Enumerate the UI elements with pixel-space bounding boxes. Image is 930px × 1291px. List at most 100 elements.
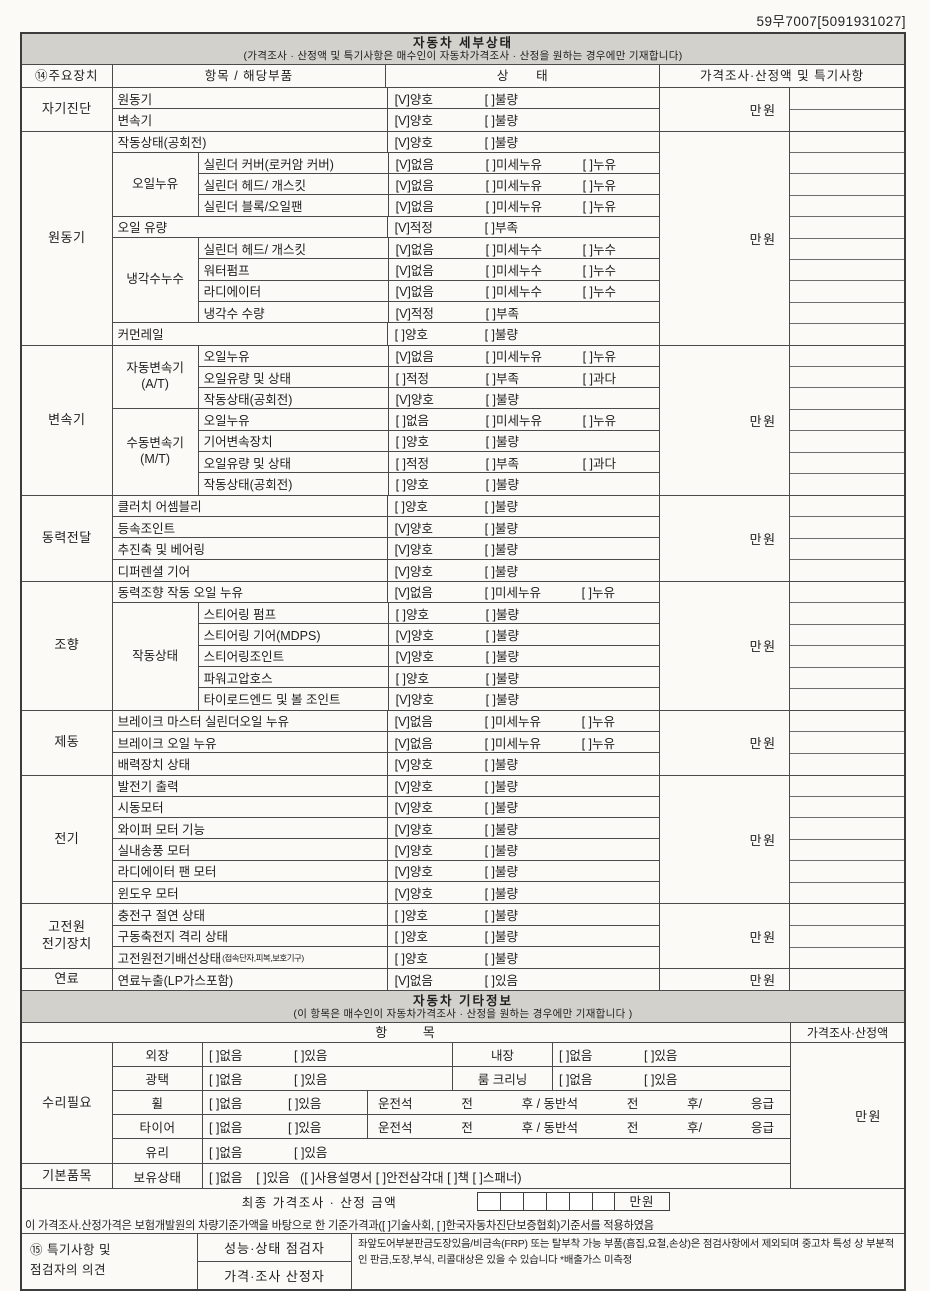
state-cell: [V]적정 [ ]부족: [389, 302, 659, 322]
notes-cell: [789, 174, 905, 196]
part-label: 브레이크 마스터 실린더오일 누유: [113, 710, 388, 731]
checkbox-option: [ ]부족: [484, 221, 519, 236]
seat-label: 응급: [750, 1097, 774, 1112]
table-row: 실린더 커버(로커암 커버) [V]없음 [ ]미세누유 [ ]누유: [198, 152, 660, 175]
table-row: 브레이크 오일 누유 [V]없음 [ ]미세누유 [ ]누유: [112, 731, 660, 754]
notes-column: [788, 710, 905, 775]
header-major-device: ⑭주요장치: [35, 69, 99, 83]
group-label: 자동변속기 (A/T): [112, 346, 198, 410]
state-cell: [V]적정 [ ]부족: [388, 217, 659, 237]
section-rows: 연료누출(LP가스포함) [V]없음 [ ]있음: [111, 969, 659, 991]
state-cell: [V]양호 [ ]불량: [389, 388, 659, 408]
state-cell: [V]없음 [ ]미세누유 [ ]누유: [388, 732, 659, 752]
table-row: 오일누유 [V]없음 [ ]미세누유 [ ]누유: [198, 345, 660, 367]
header-price-notes: 가격조사·산정액 및 특기사항: [659, 65, 904, 87]
notes-cell: [789, 840, 905, 862]
checkbox-option: [ ]누유: [582, 414, 617, 429]
state-cell: [ ]양호 [ ]불량: [388, 926, 659, 946]
checkbox-option: [V]적정: [394, 221, 433, 236]
part-label: 커먼레일: [113, 323, 388, 345]
checkbox-option: [V]없음: [395, 285, 434, 300]
group-rows: 실린더 헤드/ 개스킷 [V]없음[ ]미세누수[ ]누수 워터펌프 [V]없음[ ]…: [197, 238, 660, 324]
notes-cell: [789, 711, 905, 733]
checkbox-option: [ ]양호: [395, 671, 430, 686]
part-label: 원동기: [113, 88, 388, 109]
state-cell: [V]양호 [ ]불량: [388, 517, 659, 537]
checkbox-option: [ ]양호: [395, 607, 430, 622]
section-rows: 브레이크 마스터 실린더오일 누유 [V]없음[ ]미세누유[ ]누유 브레이크 오…: [111, 710, 660, 775]
options-cell: [ ]없음 [ ]있음: [202, 1043, 452, 1067]
device-label: 조향: [54, 637, 80, 653]
main-table-title: 자동차 세부상태: [413, 36, 513, 50]
part-label: 오일유량 및 상태: [199, 366, 389, 388]
checkbox-option: [V]양호: [394, 780, 433, 795]
other-price-column: 가격조사·산정액 만원: [790, 1023, 904, 1189]
checkbox-option: [ ]불량: [485, 607, 520, 622]
checkbox-option: [ ]불량: [484, 521, 519, 536]
table-row: 작동상태(공회전) [ ]양호 [ ]불량: [199, 473, 659, 495]
price-amount-cell: 만원: [659, 88, 788, 131]
checkbox-option: [ ]누유: [582, 178, 617, 193]
checkbox-option: [ ]불량: [484, 758, 519, 773]
appraiser-label: 가격·조사 산정자: [224, 1269, 325, 1285]
state-cell: [V]없음 [ ]미세누유 [ ]누유: [388, 711, 659, 731]
part-label: 냉각수 수량: [199, 301, 389, 323]
device-section: 고전원 전기장치 충전구 절연 상태[ ]양호[ ]불량 구동축전지 격리 상태[ …: [22, 904, 905, 970]
part-label: 동력조향 작동 오일 누유: [113, 581, 388, 603]
part-label: 타이로드엔드 및 볼 조인트: [199, 688, 389, 710]
item-name: 광택: [112, 1067, 202, 1091]
checkbox-option: [ ]불량: [484, 564, 519, 579]
device-label: 고전원 전기장치: [41, 919, 92, 952]
checkbox-option: [ ]불량: [485, 392, 520, 407]
final-price-amount-boxes: [477, 1191, 615, 1211]
notes-cell: [789, 431, 905, 453]
price-amount-cell: 만원: [659, 969, 788, 991]
part-label: 오일 유량: [113, 216, 388, 238]
checkbox-option: [V]양호: [395, 650, 434, 665]
options-cell: [ ]없음 [ ]있음: [552, 1067, 790, 1091]
checkbox-option: [ ]불량: [484, 500, 519, 515]
amount-digit-box: [523, 1191, 546, 1211]
state-cell: [ ]양호 [ ]불량: [388, 496, 659, 516]
table-row: 실린더 헤드/ 개스킷 [V]없음 [ ]미세누수 [ ]누수: [198, 238, 660, 260]
seat-label: 응급: [750, 1121, 774, 1136]
device-section: 전기 발전기 출력 [V]양호[ ]불량 시동모터 [V]양호[ ]불량 와이퍼 모터 기…: [22, 775, 905, 905]
table-row: 구동축전지 격리 상태 [ ]양호 [ ]불량: [112, 925, 660, 947]
checkbox-option: [ ]있음: [294, 1073, 328, 1088]
checkbox-option: [ ]불량: [484, 865, 519, 880]
other-info-subtitle: (이 항목은 매수인이 자동차가격조사 · 산정을 원하는 경우에만 기재합니다…: [293, 1008, 633, 1021]
seat-label: 운전석: [378, 1121, 413, 1136]
checkbox-option: [ ]없음: [209, 1121, 243, 1136]
state-cell: [V]없음 [ ]미세누유 [ ]누유: [389, 195, 659, 215]
standards-note: 이 가격조사.산정가격은 보험개발원의 차량기준가액을 바탕으로 한 기준가격과…: [25, 1220, 654, 1233]
table-row: 실린더 헤드/ 개스킷 [V]없음 [ ]미세누유 [ ]누유: [198, 174, 660, 196]
part-label: 실린더 헤드/ 개스킷: [199, 174, 389, 195]
seat-label: 전: [626, 1097, 639, 1112]
table-row: 광택 [ ]없음 [ ]있음 룸 크리닝 [ ]없음 [ ]있음: [112, 1067, 790, 1092]
final-price-row: 최종 가격조사 · 산정 금액 만원: [22, 1189, 904, 1213]
table-row: 실내송풍 모터 [V]양호 [ ]불량: [112, 839, 660, 861]
part-label: 디퍼렌셜 기어: [113, 559, 388, 581]
signer-column: 성능·상태 점검자 가격·조사 산정자: [197, 1234, 352, 1290]
table-row: 타이로드엔드 및 볼 조인트 [V]양호 [ ]불량: [199, 688, 659, 710]
part-label: 클러치 어셈블리: [113, 495, 388, 516]
device-section: 원동기 작동상태(공회전) [V]양호[ ]불량 오일누유 실린더 커버(로커암 커버)…: [22, 131, 905, 346]
seat-label: 전: [461, 1097, 473, 1112]
state-cell: [V]양호 [ ]불량: [388, 538, 659, 558]
opinion-block: ⑮ 특기사항 및 점검자의 의견 성능·상태 점검자 가격·조사 산정자 좌앞도…: [22, 1233, 904, 1290]
checkbox-option: [ ]불량: [484, 908, 519, 923]
checkbox-option: [V]양호: [394, 887, 433, 902]
item-name: 외장: [112, 1043, 202, 1067]
table-row: 배력장치 상태 [V]양호 [ ]불량: [113, 753, 659, 775]
doc-number: 59무7007[5091931027]: [756, 14, 906, 29]
checkbox-option: [ ]미세누유: [485, 200, 543, 215]
checkbox-option: [ ]부족: [485, 371, 520, 386]
notes-cell: [789, 517, 905, 539]
group-rows: 스티어링 펌프[ ]양호[ ]불량 스티어링 기어(MDPS) [V]양호[ ]불량…: [197, 603, 660, 710]
part-label: 연료누출(LP가스포함): [113, 969, 388, 991]
notes-cell: [789, 367, 905, 389]
part-label: 실린더 헤드/ 개스킷: [199, 238, 389, 259]
checkbox-option: [V]없음: [395, 157, 434, 172]
state-cell: [V]양호 [ ]불량: [388, 797, 659, 817]
header-state: 상 태: [385, 65, 659, 87]
